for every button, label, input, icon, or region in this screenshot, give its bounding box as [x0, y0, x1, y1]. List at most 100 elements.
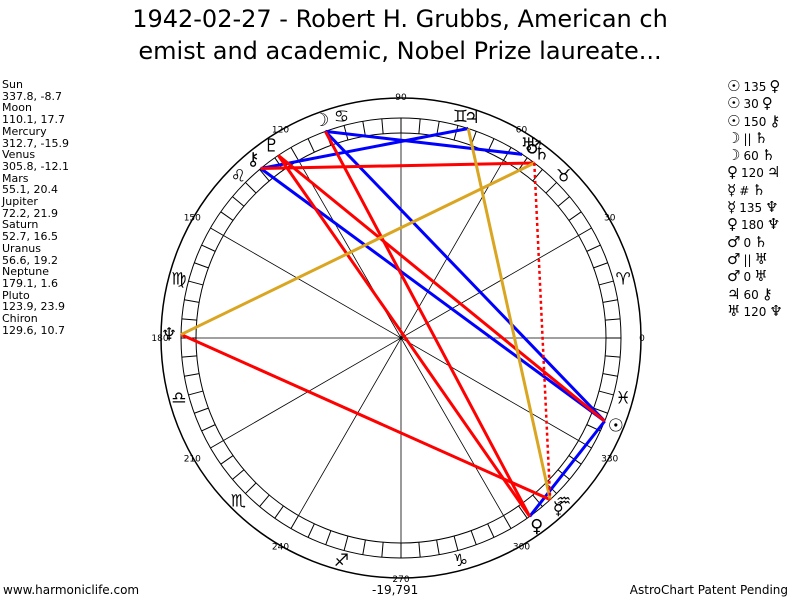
aspect-angle: 180 — [741, 218, 764, 233]
aspect-line — [180, 161, 535, 336]
aspect-planet-2: ⚷ — [761, 284, 773, 303]
planet-coords: 129.6, 10.7 — [2, 323, 65, 337]
degree-tick — [184, 373, 200, 377]
planet-glyph: ☉ — [608, 416, 624, 437]
degree-label: 30 — [604, 214, 616, 224]
degree-tick — [274, 505, 284, 519]
degree-label: 60 — [516, 125, 528, 135]
aspect-planet-1: ♂ — [727, 232, 741, 251]
aspect-planet-1: ☉ — [727, 111, 741, 130]
degree-tick — [307, 138, 315, 153]
aspect-row: ☿ 135 ♆ — [727, 198, 783, 217]
degree-label: 330 — [601, 455, 618, 465]
degree-tick — [605, 355, 621, 358]
aspect-angle: 60 — [743, 149, 759, 164]
aspect-planet-2: ♄ — [754, 232, 768, 251]
degree-tick — [343, 535, 349, 551]
planet-coords: 110.1, 17.7 — [2, 113, 65, 127]
degree-tick — [602, 299, 618, 303]
degree-tick — [418, 118, 421, 134]
degree-tick — [593, 407, 608, 414]
aspect-row: ♂ 0 ♄ — [727, 232, 783, 251]
degree-tick — [436, 539, 440, 555]
degree-label: 270 — [392, 575, 409, 585]
degree-label: 240 — [272, 543, 289, 553]
aspect-row: ☉ 150 ⚷ — [727, 111, 783, 130]
aspect-angle: 60 — [743, 287, 759, 302]
house-spoke — [223, 235, 579, 441]
aspect-angle: 30 — [743, 97, 759, 112]
aspect-line — [277, 154, 531, 518]
degree-tick — [503, 515, 512, 529]
aspect-planet-2: ♄ — [761, 146, 776, 165]
aspect-angle: 120 — [741, 166, 764, 181]
degree-label: 0 — [639, 334, 645, 344]
degree-tick — [259, 494, 270, 507]
planet-coords: 179.1, 1.6 — [2, 276, 58, 290]
aspect-row: ☉ 135 ♀ — [727, 77, 783, 95]
degree-tick — [518, 505, 528, 519]
planet-name: Saturn — [2, 218, 39, 232]
degree-labels: 0 30 60 90 120 150 180 210 240 270 300 330 — [151, 93, 645, 585]
degree-tick — [194, 407, 209, 414]
aspect-angle: 135 — [739, 201, 763, 216]
degree-tick — [245, 182, 257, 194]
planet-position-list: Sun 337.8, -8.7 Moon 110.1, 17.7 Mercury 312.… — [2, 79, 69, 336]
planet-name: Moon — [2, 101, 32, 115]
planet-coords: 52.7, 16.5 — [2, 230, 58, 244]
zodiac-sign: ♓ — [616, 389, 631, 409]
planet-glyph: ☽ — [313, 110, 329, 131]
degree-tick — [201, 424, 216, 432]
aspect-row: ☽ || ♄ — [727, 128, 783, 147]
degree-tick — [325, 530, 332, 545]
aspect-line — [277, 154, 606, 423]
degree-tick — [593, 262, 608, 269]
degree-tick — [210, 227, 224, 236]
zodiac-sign: ♎ — [171, 389, 186, 409]
aspect-line — [324, 130, 606, 423]
degree-tick — [586, 244, 601, 252]
degree-label: 180 — [151, 334, 168, 344]
aspect-planet-2: ♃ — [766, 163, 781, 182]
aspect-planet-1: ♀ — [727, 215, 738, 234]
aspect-angle: || — [743, 131, 752, 146]
planet-glyph: ♆ — [161, 324, 177, 345]
degree-tick — [487, 523, 495, 538]
degree-label: 210 — [184, 455, 201, 465]
aspect-row: ♅ 120 ♆ — [727, 302, 783, 320]
degree-tick — [557, 196, 570, 207]
aspect-line — [533, 162, 552, 500]
planet-glyph: ♀ — [530, 516, 543, 537]
degree-tick — [210, 440, 224, 449]
aspect-planet-2: ♆ — [766, 215, 781, 234]
aspect-row: ♀ 180 ♆ — [727, 216, 783, 233]
aspect-planet-1: ♃ — [727, 284, 741, 303]
planet-name: Sun — [2, 78, 23, 91]
degree-tick — [470, 530, 477, 545]
degree-label: 120 — [272, 125, 289, 135]
degree-tick — [578, 227, 592, 236]
planet-name: Neptune — [2, 265, 50, 279]
aspect-line — [466, 128, 552, 501]
degree-tick — [184, 299, 200, 303]
degree-tick — [605, 318, 621, 321]
planet-coords: 72.2, 21.9 — [2, 206, 58, 220]
degree-tick — [220, 211, 234, 221]
aspect-planet-1: ☽ — [727, 128, 741, 147]
zodiac-sign: ♊ — [453, 107, 468, 127]
aspect-lines — [180, 127, 606, 518]
aspect-planet-1: ☉ — [727, 94, 741, 113]
aspect-row: ☿ # ♄ — [727, 180, 783, 199]
aspect-line — [324, 130, 532, 518]
degree-tick — [381, 542, 384, 558]
aspect-planet-2: ♆ — [765, 198, 779, 217]
house-spokes — [196, 133, 606, 543]
aspect-planet-1: ♂ — [727, 267, 741, 286]
degree-tick — [362, 121, 366, 137]
zodiac-sign: ♐ — [334, 551, 349, 571]
zodiac-sign: ♉ — [556, 166, 571, 186]
aspect-angle: 0 — [743, 235, 752, 250]
aspect-planet-2: ♄ — [752, 180, 766, 199]
degree-tick — [259, 169, 270, 182]
planet-glyph: ♃ — [464, 107, 480, 128]
